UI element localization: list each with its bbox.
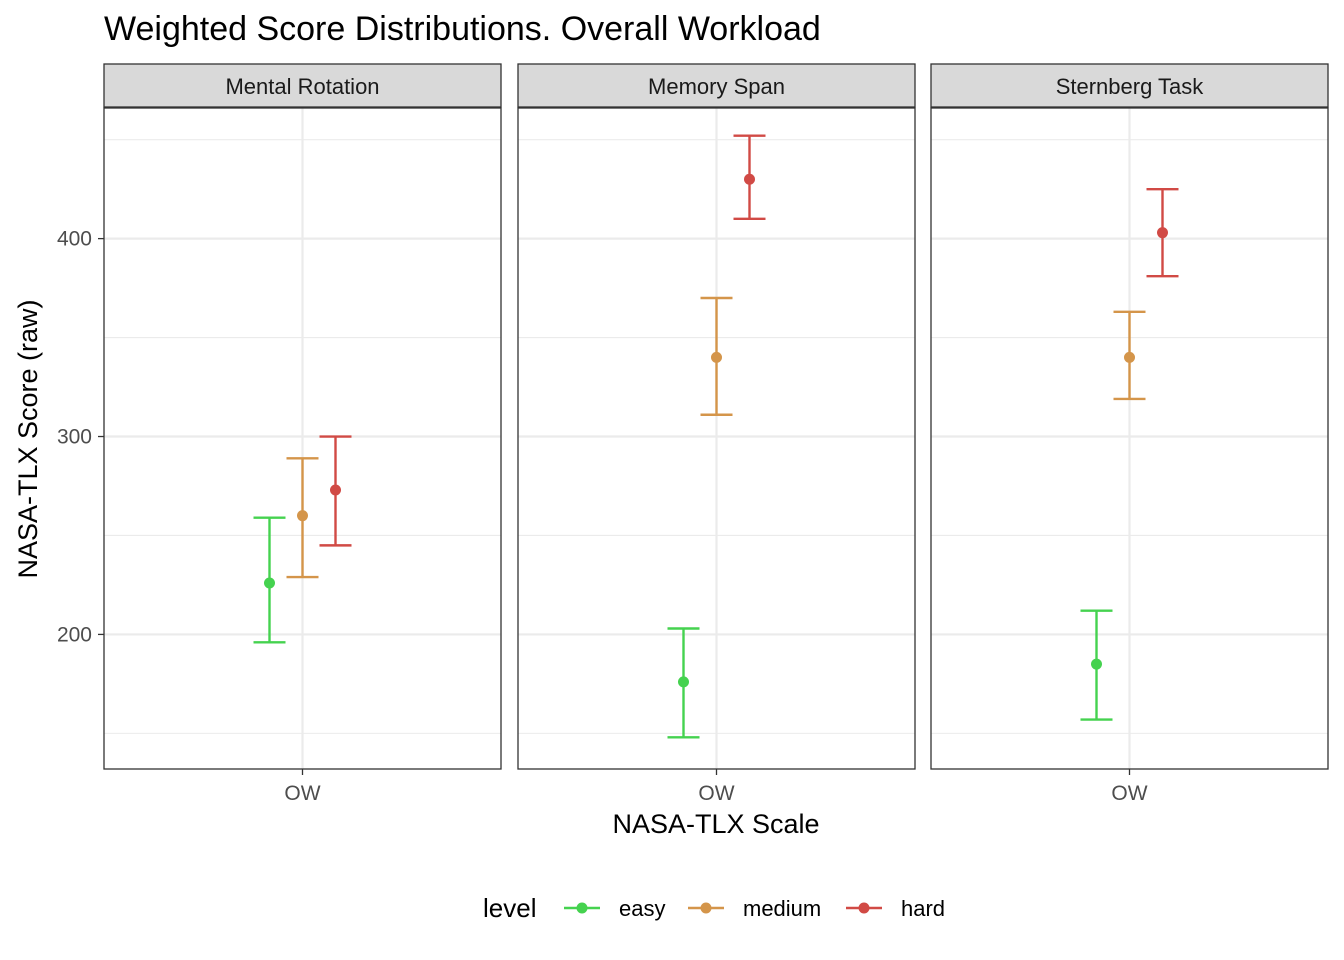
x-tick-label: OW — [284, 782, 320, 805]
point-medium — [297, 510, 308, 522]
y-tick-label: 200 — [57, 623, 92, 646]
facet-strip — [930, 63, 1329, 108]
facet-strip-label: Sternberg Task — [1056, 74, 1205, 99]
chart-title: Weighted Score Distributions. Overall Wo… — [104, 10, 821, 48]
legend-label-easy: easy — [619, 896, 665, 921]
legend-key-point-easy — [576, 902, 588, 914]
x-tick-label: OW — [698, 782, 734, 805]
y-tick-label: 300 — [57, 426, 92, 449]
legend: level easy medium hard — [483, 893, 945, 923]
y-tick-label: 400 — [57, 228, 92, 251]
point-hard — [1157, 227, 1168, 239]
facet-strip — [103, 63, 502, 108]
legend-key-point-medium — [700, 902, 712, 914]
facet-strip-label: Mental Rotation — [225, 74, 379, 99]
facet-panels: Mental Rotation OW Memory Span OW Sternberg … — [57, 63, 1329, 805]
point-medium — [711, 351, 722, 363]
legend-label-hard: hard — [901, 896, 945, 921]
point-hard — [330, 484, 341, 496]
x-tick-label: OW — [1111, 782, 1147, 805]
point-hard — [744, 173, 755, 185]
x-axis-title: NASA-TLX Scale — [612, 809, 819, 839]
facet-strip-label: Memory Span — [648, 74, 785, 99]
legend-label-medium: medium — [743, 896, 821, 921]
point-easy — [678, 676, 689, 688]
facet-strip — [517, 63, 916, 108]
point-medium — [1124, 351, 1135, 363]
legend-title: level — [483, 893, 536, 923]
point-easy — [264, 577, 275, 589]
point-easy — [1091, 658, 1102, 670]
legend-key-point-hard — [858, 902, 870, 914]
y-axis-title: NASA-TLX Score (raw) — [13, 299, 43, 578]
